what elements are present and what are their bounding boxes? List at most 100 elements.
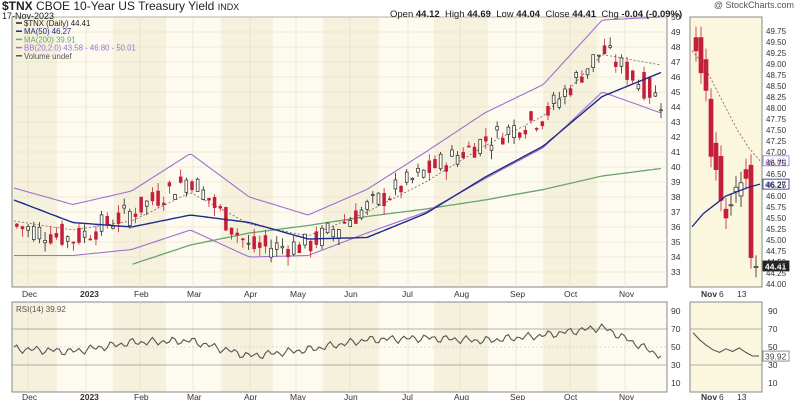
candle-body: [48, 234, 53, 244]
candle-body: [173, 194, 177, 200]
rsi-legend: RSI(14) 39.92: [16, 305, 66, 314]
candle-body: [540, 121, 545, 127]
candle-body: [501, 137, 505, 145]
candle-body: [94, 231, 98, 240]
zoom-x-tick: 6: [719, 289, 724, 299]
price-x-tick: Mar: [187, 289, 202, 299]
candle-body: [342, 221, 347, 224]
rsi-x-tick: Sep: [510, 392, 525, 400]
price-tick-label: 35: [671, 237, 681, 247]
candle-body: [472, 146, 477, 158]
candle-body: [280, 245, 285, 249]
zoom-tick-label: 44.00: [766, 280, 787, 289]
rsi-zoom-x-tick: Nov: [701, 392, 717, 400]
candle-body: [82, 230, 87, 238]
price-tick-label: 38: [671, 192, 681, 202]
candle-body: [354, 210, 358, 224]
chg-label: Chg: [601, 9, 619, 20]
candle-body: [489, 144, 494, 151]
candle-body: [133, 213, 138, 217]
zoom-tick-label: 45.25: [766, 225, 787, 234]
candle-body: [207, 197, 211, 201]
candle-body: [410, 177, 415, 181]
bb-middle: [13, 54, 662, 237]
price-x-tick: May: [290, 289, 307, 299]
candle-body: [478, 139, 482, 154]
zoom-tick-label: 46.50: [766, 170, 787, 179]
zoom-bb-middle: [691, 50, 761, 162]
zoom-candle-body: [703, 59, 709, 91]
price-x-tick: Nov: [619, 289, 635, 299]
rsi-tick-label: 90: [671, 306, 681, 316]
candle-body: [529, 111, 533, 121]
rsi-x-tick: 2023: [80, 392, 99, 400]
candle-body: [60, 223, 64, 245]
candle-body: [156, 190, 160, 206]
rsi-plot: RSI(14) 39.92 39.92: [13, 305, 790, 362]
candle-body: [286, 248, 290, 258]
zoom-tick-label: 47.25: [766, 137, 787, 146]
candle-body: [37, 226, 42, 240]
low-value: 44.04: [516, 9, 541, 20]
symbol-name: CBOE 10-Year US Treasury Yield: [36, 0, 215, 13]
candle-body: [495, 126, 499, 131]
candle-body: [580, 76, 584, 83]
candle-body: [71, 241, 76, 244]
high-value: 44.69: [467, 9, 491, 20]
axis-labels: 33 34 35 36 37 38 39 40 41 42 43 44 45 46 47 48 49 50 44.0…: [22, 12, 787, 400]
candle-body: [659, 109, 663, 112]
rsi-x-tick: Jul: [402, 392, 413, 400]
rsi-tick-label: 30: [671, 360, 681, 370]
zoom-tick-label: 44.50: [766, 258, 787, 267]
candle-body: [371, 194, 375, 196]
candle-body: [178, 176, 183, 183]
rsi-tick-label: 70: [671, 324, 681, 334]
price-x-tick: 2023: [80, 289, 99, 299]
candle-body: [647, 77, 652, 98]
candle-body: [212, 196, 217, 208]
candle-body: [404, 171, 409, 183]
price-tick-label: 44: [671, 102, 681, 112]
candle-body: [563, 88, 567, 97]
zoom-tick-label: 44.25: [766, 269, 787, 278]
rsi-tick-label: 50: [671, 342, 681, 352]
zoom-candle-body: [718, 156, 724, 201]
zoom-candle-body: [728, 204, 734, 207]
zoom-tick-label: 47.75: [766, 115, 787, 124]
candle-body: [433, 158, 437, 169]
candle-body: [275, 242, 279, 250]
legend-entry: MA(200) 39.91: [24, 35, 76, 44]
rsi-zoom-x-tick: 13: [737, 392, 747, 400]
rsi-value-label: 39.92: [765, 352, 787, 362]
candle-body: [416, 168, 420, 173]
candle-body: [32, 225, 36, 240]
rsi-tick-label: 10: [671, 378, 681, 388]
rsi-value-marker: [762, 350, 790, 362]
zoom-value-marker: [762, 178, 790, 190]
candle-body: [235, 232, 239, 236]
exchange: INDX: [217, 2, 240, 12]
price-tick-label: 45: [671, 87, 681, 97]
stockcharts-credit[interactable]: @ StockCharts.com: [713, 0, 794, 10]
candle-body: [365, 201, 369, 210]
zoom-tick-label: 47.50: [766, 126, 787, 135]
candle-body: [26, 226, 30, 231]
price-x-tick: Dec: [22, 289, 38, 299]
candle-body: [568, 88, 573, 96]
open-label: Open: [390, 9, 414, 20]
month-bands: [12, 17, 667, 392]
candle-body: [99, 214, 104, 232]
candle-body: [461, 152, 465, 158]
price-tick-label: 49: [671, 27, 681, 37]
price-tick-label: 34: [671, 252, 681, 262]
candle-body: [325, 222, 330, 234]
candle-body: [636, 83, 641, 90]
candle-body: [642, 72, 646, 99]
zoom-value-label: 44.41: [765, 261, 787, 271]
price-x-tick: Oct: [564, 289, 578, 299]
chart-title: $TNX CBOE 10-Year US Treasury Yield INDX: [2, 0, 239, 13]
ma200-path: [132, 167, 662, 265]
candle-body: [241, 238, 245, 241]
candle-body: [20, 226, 25, 230]
price-tick-label: 33: [671, 267, 681, 277]
